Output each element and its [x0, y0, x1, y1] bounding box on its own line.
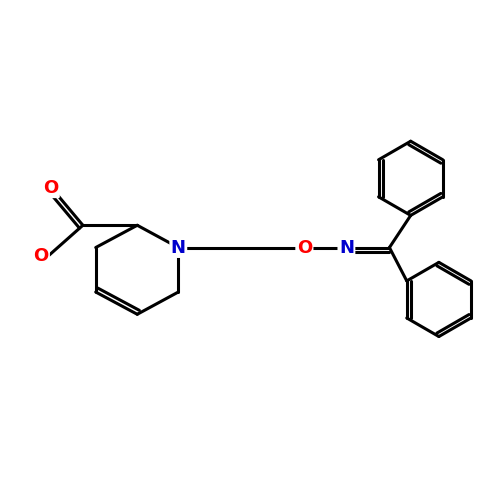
Text: N: N [171, 238, 186, 256]
Text: O: O [43, 178, 59, 196]
Text: O: O [297, 238, 312, 256]
Text: N: N [339, 238, 354, 256]
Text: O: O [33, 247, 48, 265]
